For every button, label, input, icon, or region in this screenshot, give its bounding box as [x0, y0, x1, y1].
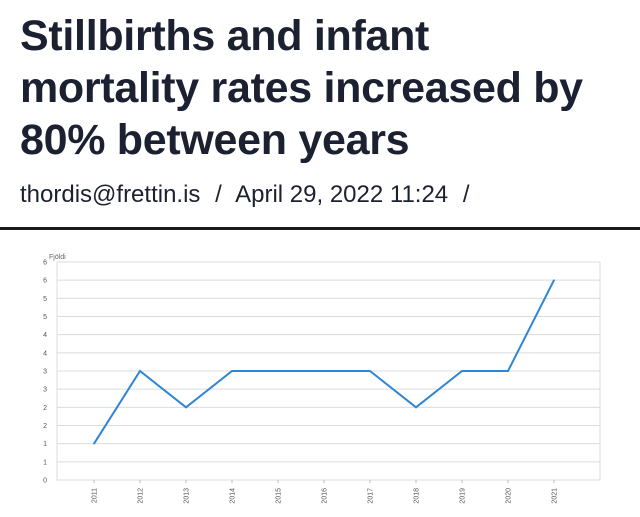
section-divider [0, 227, 640, 230]
y-tick-label: 1 [43, 459, 47, 466]
x-tick-label: 2012 [138, 488, 145, 504]
data-point [461, 370, 463, 372]
x-tick-label: 2018 [414, 488, 421, 504]
series-layer [93, 279, 555, 445]
byline: thordis@frettin.is / April 29, 2022 11:2… [20, 180, 478, 210]
x-tick-label: 2016 [322, 488, 329, 504]
x-tick-label: 2013 [184, 488, 191, 504]
x-tick-label: 2011 [92, 488, 99, 503]
data-point [507, 370, 509, 372]
y-tick-label: 5 [43, 314, 47, 321]
y-axis-label: Fjöldi [49, 254, 66, 261]
y-tick-label: 1 [43, 441, 47, 448]
y-tick-label: 5 [43, 296, 47, 303]
y-tick-label: 3 [43, 387, 47, 394]
y-tick-layer: 0 1 1 2 2 3 3 4 4 5 5 6 6 [43, 260, 47, 485]
y-tick-label: 4 [43, 332, 47, 339]
x-tick-label: 2021 [552, 488, 559, 504]
series-line [93, 279, 555, 445]
y-tick-label: 6 [43, 260, 47, 267]
x-tick-label: 2015 [276, 488, 283, 504]
byline-separator: / [215, 181, 222, 208]
x-tick-label: 2019 [460, 488, 467, 504]
y-tick-label: 0 [43, 478, 47, 485]
data-point [415, 406, 417, 409]
data-point [277, 370, 279, 372]
x-tick-label: 2017 [368, 488, 375, 504]
x-tick-label: 2020 [506, 488, 513, 504]
author-email-link[interactable]: thordis@frettin.is [20, 181, 201, 208]
data-point [323, 370, 325, 372]
data-point [185, 406, 187, 409]
data-point [231, 370, 233, 372]
headline-line-1: Stillbirths and infant [20, 12, 430, 60]
headline-line-2: mortality rates increased by [20, 64, 583, 112]
data-point [93, 442, 95, 445]
y-tick-label: 2 [43, 423, 47, 430]
data-point [369, 370, 371, 372]
headline-line-3: 80% between years [20, 116, 410, 164]
data-point [139, 370, 141, 372]
y-tick-label: 3 [43, 369, 47, 376]
data-point [553, 279, 555, 281]
y-tick-label: 4 [43, 350, 47, 357]
headline: Stillbirths and infant mortality rates i… [20, 10, 630, 166]
x-tick-label: 2014 [230, 488, 237, 504]
y-tick-label: 2 [43, 405, 47, 412]
x-tick-layer: 2011 2012 2013 2014 2015 2016 2017 2018 2019 2020… [92, 480, 559, 504]
publish-date: April 29, 2022 11:24 [235, 181, 449, 208]
grid-layer [56, 261, 601, 481]
y-tick-label: 6 [43, 278, 47, 285]
byline-separator-trailing: / [462, 181, 470, 208]
